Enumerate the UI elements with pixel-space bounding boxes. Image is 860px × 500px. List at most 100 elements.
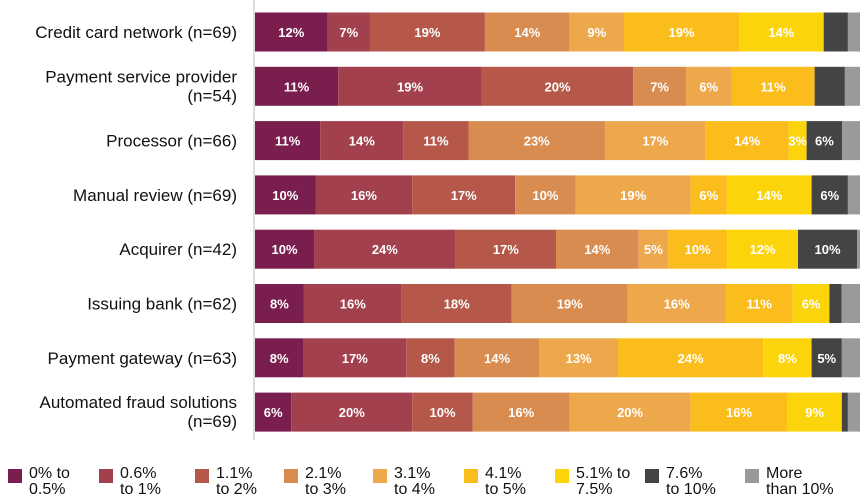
category-label: Manual review (n=69) bbox=[73, 186, 237, 205]
data-label: 10% bbox=[430, 405, 456, 420]
legend-item: 0% to 0.5% bbox=[8, 466, 70, 498]
bar-segment bbox=[798, 229, 858, 269]
data-label: 14% bbox=[768, 25, 794, 40]
data-label: 9% bbox=[587, 25, 606, 40]
legend-label-line: to 2% bbox=[216, 481, 257, 498]
legend-label-line: 1.1% bbox=[216, 465, 253, 482]
data-label: 16% bbox=[664, 297, 690, 312]
legend-label: 4.1% to 5% bbox=[485, 466, 526, 498]
category-labels: Credit card network (n=69) Payment servic… bbox=[35, 23, 237, 431]
bar-segment bbox=[811, 175, 848, 215]
data-label: 6% bbox=[820, 188, 839, 203]
data-label: 11% bbox=[284, 79, 310, 94]
bar-segment bbox=[627, 284, 726, 323]
data-label: 19% bbox=[557, 297, 583, 312]
bar-segment bbox=[472, 392, 570, 432]
legend-label: 0% to 0.5% bbox=[29, 466, 70, 498]
bar-segment bbox=[327, 12, 370, 52]
bar-segment bbox=[618, 338, 764, 378]
category-label: Credit card network (n=69) bbox=[35, 23, 237, 42]
legend-label-line: to 1% bbox=[120, 481, 161, 498]
bar-segment bbox=[847, 392, 860, 432]
bar-segment bbox=[739, 12, 824, 52]
bar-segment bbox=[403, 121, 469, 161]
bar-row: 10% 16% 17% 10% 19% 6% 14% 6% bbox=[255, 175, 860, 215]
bar-segment bbox=[455, 229, 557, 269]
bar-row: 8% 16% 18% 19% 16% 11% 6% bbox=[255, 284, 860, 323]
legend-item: 1.1% to 2% bbox=[195, 466, 257, 498]
legend-swatch bbox=[99, 469, 113, 483]
bar-segment bbox=[569, 12, 625, 52]
data-label: 17% bbox=[342, 351, 368, 366]
bar-segment bbox=[624, 12, 739, 52]
data-label: 13% bbox=[566, 351, 592, 366]
bar-segment bbox=[806, 121, 843, 161]
legend-label-line: than 10% bbox=[766, 481, 834, 498]
bar-segment bbox=[638, 229, 669, 269]
bar-row: 12% 7% 19% 14% 9% 19% 14% bbox=[255, 12, 860, 52]
data-label: 6% bbox=[699, 79, 718, 94]
legend-label-line: 0% to bbox=[29, 465, 70, 482]
legend-label-line: 0.6% bbox=[120, 465, 157, 482]
data-label: 17% bbox=[451, 188, 477, 203]
legend-swatch bbox=[464, 469, 478, 483]
bar-segment bbox=[788, 121, 807, 161]
bar-segment bbox=[481, 66, 634, 106]
data-label: 5% bbox=[817, 351, 836, 366]
bars: 12% 7% 19% 14% 9% 19% 14% 11% 19% 20% 7% 6% 11% 11% 14… bbox=[255, 12, 860, 432]
legend-label-line: 0.5% bbox=[29, 481, 66, 498]
data-label: 17% bbox=[642, 134, 668, 149]
data-label: 6% bbox=[264, 405, 283, 420]
legend-label-line: 5.1% to bbox=[576, 465, 631, 482]
category-label: Issuing bank (n=62) bbox=[87, 295, 237, 314]
bar-segment bbox=[841, 338, 860, 378]
bar-segment bbox=[511, 284, 628, 323]
legend-label-line: 4.1% bbox=[485, 465, 522, 482]
category-label: (n=54) bbox=[187, 86, 237, 105]
data-label: 14% bbox=[584, 242, 610, 257]
legend-swatch bbox=[284, 469, 298, 483]
data-label: 11% bbox=[275, 134, 301, 149]
bar-segment bbox=[255, 175, 316, 215]
category-label: Automated fraud solutions bbox=[39, 393, 237, 412]
bar-segment bbox=[841, 284, 860, 323]
legend-label: 1.1% to 2% bbox=[216, 466, 257, 498]
legend-item: 5.1% to 7.5% bbox=[555, 466, 630, 498]
bar-row: 11% 14% 11% 23% 17% 14% 3% 6% bbox=[255, 121, 860, 161]
data-label: 5% bbox=[644, 242, 663, 257]
bar-segment bbox=[369, 12, 485, 52]
bar-segment bbox=[556, 229, 639, 269]
bar-segment bbox=[569, 392, 691, 432]
bar-segment bbox=[539, 338, 618, 378]
data-label: 10% bbox=[271, 242, 297, 257]
legend-label: 3.1% to 4% bbox=[394, 466, 435, 498]
legend-label: 2.1% to 3% bbox=[305, 466, 346, 498]
legend-item: 4.1% to 5% bbox=[464, 466, 526, 498]
data-label: 19% bbox=[620, 188, 646, 203]
data-label: 14% bbox=[349, 134, 375, 149]
legend-label-line: to 4% bbox=[394, 481, 435, 498]
data-label: 10% bbox=[532, 188, 558, 203]
bar-segment bbox=[255, 12, 328, 52]
bar-segment bbox=[291, 392, 413, 432]
legend-label: More than 10% bbox=[766, 466, 834, 498]
legend-label: 0.6% to 1% bbox=[120, 466, 161, 498]
data-label: 14% bbox=[514, 25, 540, 40]
bar-segment bbox=[604, 121, 706, 161]
bar-segment bbox=[668, 229, 728, 269]
bar-segment bbox=[814, 66, 845, 106]
bar-segment bbox=[841, 392, 848, 432]
data-label: 20% bbox=[617, 405, 643, 420]
data-label: 11% bbox=[747, 297, 773, 312]
data-label: 10% bbox=[685, 242, 711, 257]
bar-segment bbox=[468, 121, 605, 161]
data-label: 14% bbox=[734, 134, 760, 149]
data-label: 14% bbox=[756, 188, 782, 203]
data-label: 11% bbox=[423, 134, 449, 149]
bar-segment bbox=[857, 229, 860, 269]
legend-item: 2.1% to 3% bbox=[284, 466, 346, 498]
category-label: Acquirer (n=42) bbox=[119, 240, 237, 259]
bar-segment bbox=[515, 175, 576, 215]
legend-label: 5.1% to 7.5% bbox=[576, 466, 630, 498]
bar-segment bbox=[255, 66, 339, 106]
